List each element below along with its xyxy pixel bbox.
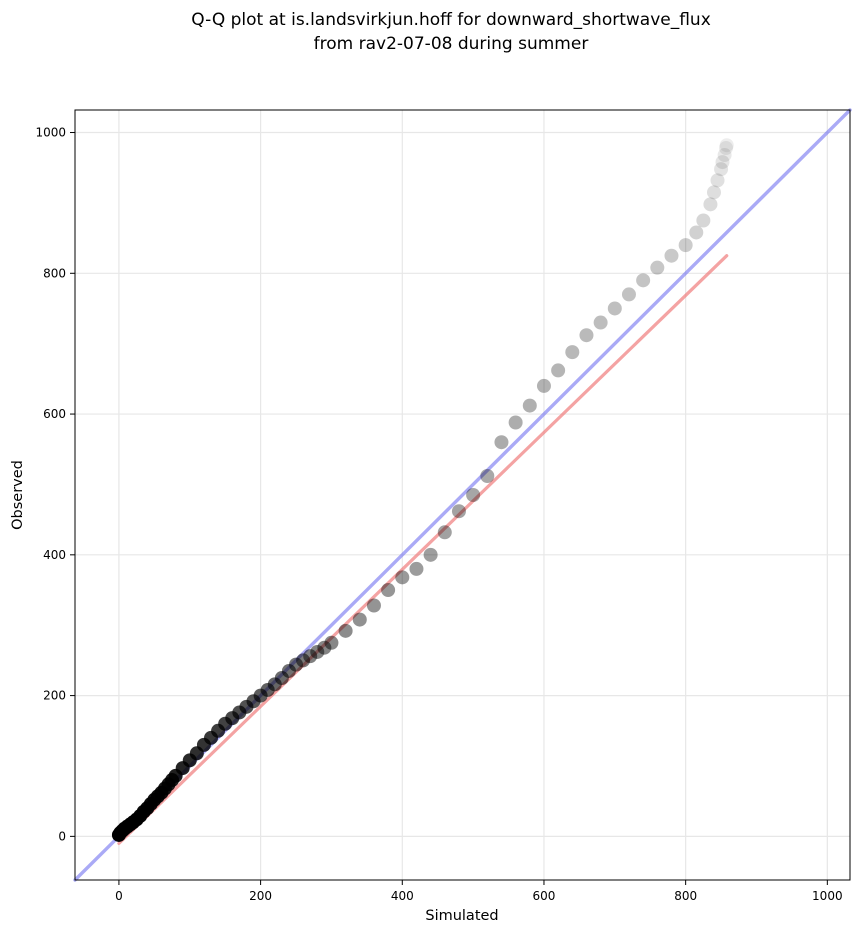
qq-point [650,260,665,275]
qq-point [395,570,410,585]
qq-point [494,435,509,450]
qq-point [324,635,339,650]
y-tick-label: 600 [43,407,66,421]
y-tick-label: 0 [58,829,66,843]
qq-point [409,561,424,576]
x-tick-label: 600 [533,889,556,903]
qq-point [579,328,594,343]
qq-point [593,315,608,330]
qq-point [522,398,537,413]
qq-point [710,173,725,188]
qq-point [719,138,734,153]
qq-point [508,415,523,430]
grid-layer [75,110,850,880]
fit-line [117,254,729,846]
x-tick-label: 200 [249,889,272,903]
qq-point [423,547,438,562]
chart-subtitle: from rav2-07-08 during summer [314,34,589,54]
qq-point [714,162,729,177]
chart-title: Q-Q plot at is.landsvirkjun.hoff for dow… [191,10,711,30]
qq-point [703,197,718,212]
qq-point [715,155,730,170]
qq-point [480,468,495,483]
qq-point [696,213,711,228]
plot-frame [74,109,851,881]
qq-point [381,583,396,598]
qq-point [303,649,318,664]
qq-point [719,141,734,156]
qq-point [366,598,381,613]
x-tick-label: 800 [674,889,697,903]
qq-point [310,644,325,659]
x-axis: 0 200 400 600 800 1000 [115,880,843,903]
qq-point [678,238,693,253]
y-tick-label: 800 [43,266,66,280]
qq-point [636,273,651,288]
x-tick-label: 0 [115,889,123,903]
qq-point [717,148,732,163]
y-axis: 0 200 400 600 800 1000 [35,126,75,843]
qq-point [706,185,721,200]
qq-point [551,363,566,378]
qq-point [536,378,551,393]
qq-points-layer [111,138,734,842]
qq-point [338,623,353,638]
qq-point [317,640,332,655]
y-tick-label: 200 [43,689,66,703]
qq-point [621,287,636,302]
y-axis-label: Observed [10,460,26,530]
qq-point [451,504,466,519]
qq-point [437,525,452,540]
x-tick-label: 1000 [812,889,843,903]
y-tick-label: 400 [43,548,66,562]
qq-point [664,248,679,263]
qq-point [607,301,622,316]
x-tick-label: 400 [391,889,414,903]
qq-point [466,488,481,502]
qq-point [352,612,367,627]
qq-point [565,345,580,360]
qq-point [689,225,704,240]
x-axis-label: Simulated [425,908,498,924]
y-tick-label: 1000 [35,126,66,140]
